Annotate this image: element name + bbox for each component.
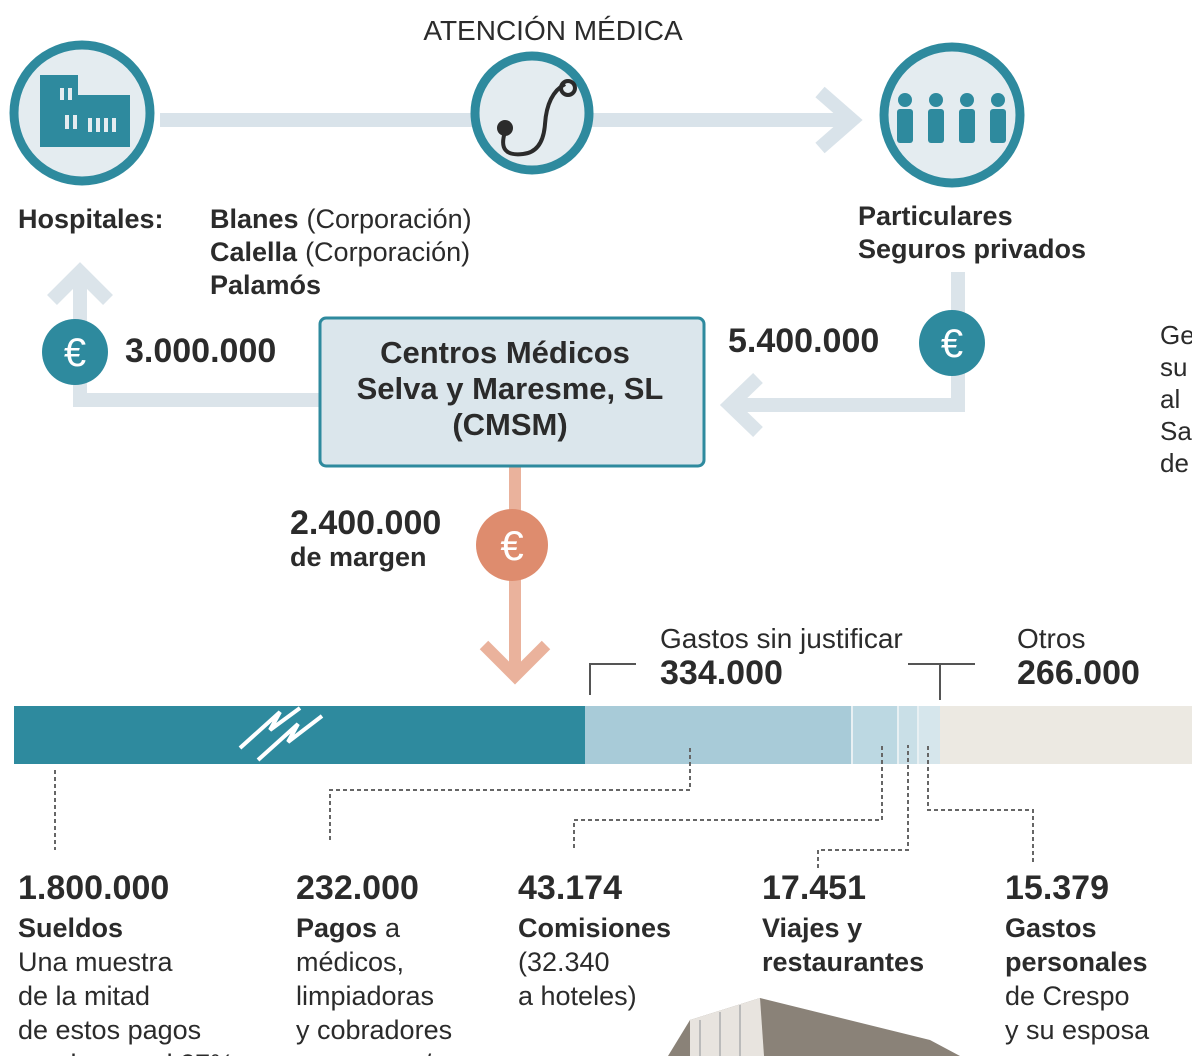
item-text: personales <box>1005 947 1148 977</box>
item-amount: 232.000 <box>296 869 419 907</box>
item-line: Una muestra <box>18 947 174 977</box>
item-line: médicos, <box>296 947 404 977</box>
euro-icon: € <box>42 319 108 385</box>
item-text: de estos pagos <box>18 1015 201 1045</box>
hospital-name: Blanes <box>210 204 299 234</box>
item-line: y su esposa <box>1005 1015 1150 1045</box>
item-line: a hoteles) <box>518 981 637 1011</box>
hospital-name: Palamós <box>210 270 321 300</box>
expense-bar <box>14 706 1192 764</box>
item-amount: 1.800.000 <box>18 869 169 907</box>
item-text: revela que el 27% <box>18 1049 234 1056</box>
item-text: de Crespo <box>1005 981 1130 1011</box>
item-text: a hoteles) <box>518 981 637 1011</box>
item-text: restaurantes <box>762 947 924 977</box>
item-text: y cobradores <box>296 1015 452 1045</box>
group-amount: 266.000 <box>1017 654 1140 692</box>
side-note: de <box>1160 448 1189 478</box>
item-text: Viajes y <box>762 913 862 943</box>
hospital-name: Calella <box>210 237 298 267</box>
svg-text:€: € <box>941 322 963 366</box>
item-text: (32.340 <box>518 947 610 977</box>
euro-icon: € <box>919 310 985 376</box>
item-text: y su esposa <box>1005 1015 1150 1045</box>
group-amount: 334.000 <box>660 654 783 692</box>
client: Seguros privados <box>858 234 1086 264</box>
item-text: Pagos <box>296 913 377 943</box>
building-photo <box>668 998 960 1056</box>
item-line: Comisiones <box>518 913 671 943</box>
people-icon <box>884 47 1020 183</box>
item-line: de Crespo <box>1005 981 1130 1011</box>
item-line: Viajes y <box>762 913 862 943</box>
item-text: Una muestra <box>18 947 174 977</box>
item-text: en negro y/o <box>296 1049 446 1056</box>
item-text: Sueldos <box>18 913 123 943</box>
group-label: Gastos sin justificar <box>660 623 903 654</box>
side-note: Ge <box>1160 320 1192 350</box>
item-text: Comisiones <box>518 913 671 943</box>
item-text: a <box>385 913 401 943</box>
side-note: su <box>1160 352 1187 382</box>
company-name: Centros Médicos <box>380 335 630 370</box>
item-text: Gastos <box>1005 913 1097 943</box>
svg-text:€: € <box>500 522 523 569</box>
hospital: Blanes (Corporación) <box>210 204 472 234</box>
infographic: ATENCIÓN MÉDICA Hospitales: Blanes(Corpo… <box>0 0 1192 1056</box>
item-line: Gastos <box>1005 913 1097 943</box>
item-line: Sueldos <box>18 913 123 943</box>
hospital-icon <box>14 45 150 181</box>
side-note: al <box>1160 384 1180 414</box>
item-line: de estos pagos <box>18 1015 201 1045</box>
hospital: Calella(Corporación) <box>210 237 470 267</box>
item-line: en negro y/o <box>296 1049 446 1056</box>
stethoscope-icon <box>475 56 589 170</box>
company-name: (CMSM) <box>452 407 567 442</box>
item-line: personales <box>1005 947 1148 977</box>
item-amount: 17.451 <box>762 869 866 907</box>
side-note: Sa <box>1160 416 1192 446</box>
title: ATENCIÓN MÉDICA <box>423 15 683 46</box>
svg-text:€: € <box>64 331 86 375</box>
company-name: Selva y Maresme, SL <box>357 371 664 406</box>
item-amount: 15.379 <box>1005 869 1109 907</box>
item-text: de la mitad <box>18 981 150 1011</box>
amount: 3.000.000 <box>125 332 276 370</box>
amount: 5.400.000 <box>728 322 879 360</box>
item-line: y cobradores <box>296 1015 452 1045</box>
item-line: limpiadoras <box>296 981 434 1011</box>
client: Particulares <box>858 201 1013 231</box>
item-amount: 43.174 <box>518 869 622 907</box>
euro-icon: € <box>476 509 548 581</box>
item-text: médicos, <box>296 947 404 977</box>
hospital-note: (Corporación) <box>305 237 470 267</box>
item-line: de la mitad <box>18 981 150 1011</box>
item-text: limpiadoras <box>296 981 434 1011</box>
hospital: Palamós <box>210 270 321 300</box>
amount: 2.400.000 <box>290 504 441 542</box>
item-line: restaurantes <box>762 947 924 977</box>
item-line: revela que el 27% <box>18 1049 234 1056</box>
group-label: Otros <box>1017 623 1085 654</box>
item-line: (32.340 <box>518 947 610 977</box>
amount-label: de margen <box>290 542 427 572</box>
hospital-note: (Corporación) <box>307 204 472 234</box>
hospitals-label: Hospitales: <box>18 204 164 234</box>
